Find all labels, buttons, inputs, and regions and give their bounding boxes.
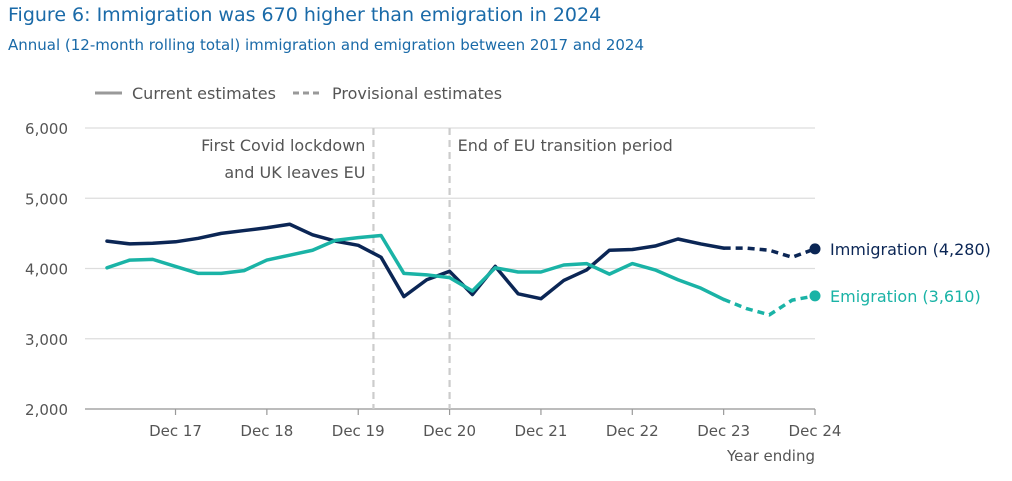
x-axis: Dec 17 Dec 18 Dec 19 Dec 20 Dec 21 Dec 22 Dec … bbox=[85, 408, 842, 465]
series-line-current bbox=[105, 233, 726, 302]
legend-current-estimates: Current estimates bbox=[132, 84, 276, 103]
x-tick-label: Dec 19 bbox=[332, 422, 385, 440]
x-tick-label: Dec 17 bbox=[149, 422, 202, 440]
series-line-provisional bbox=[722, 294, 816, 317]
chart-title: Figure 6: Immigration was 670 higher tha… bbox=[8, 4, 602, 26]
series-end-marker bbox=[809, 290, 821, 302]
series-line-provisional bbox=[723, 246, 816, 260]
end-labels: Immigration (4,280) Emigration (3,610) bbox=[830, 240, 991, 306]
chart-subtitle: Annual (12-month rolling total) immigrat… bbox=[8, 36, 644, 54]
legend: Current estimates Provisional estimates bbox=[95, 84, 502, 103]
y-tick-label: 6,000 bbox=[25, 120, 68, 138]
x-tick-label: Dec 24 bbox=[789, 422, 842, 440]
x-tick-label: Dec 22 bbox=[606, 422, 659, 440]
x-tick-label: Dec 20 bbox=[423, 422, 476, 440]
annotation-text: First Covid lockdown bbox=[201, 136, 365, 155]
series-line-current bbox=[105, 222, 726, 301]
y-tick-label: 3,000 bbox=[25, 331, 68, 349]
legend-provisional-estimates: Provisional estimates bbox=[332, 84, 502, 103]
x-tick-label: Dec 18 bbox=[240, 422, 293, 440]
series-end-label: Immigration (4,280) bbox=[830, 240, 991, 259]
y-tick-label: 4,000 bbox=[25, 261, 68, 279]
x-tick-label: Dec 21 bbox=[514, 422, 567, 440]
y-axis: 2,000 3,000 4,000 5,000 6,000 bbox=[25, 120, 68, 419]
x-tick-label: Dec 23 bbox=[697, 422, 750, 440]
x-axis-title: Year ending bbox=[726, 447, 815, 465]
series-lines bbox=[105, 222, 821, 317]
annotation-text: and UK leaves EU bbox=[224, 163, 365, 182]
y-tick-label: 5,000 bbox=[25, 190, 68, 208]
series-end-marker bbox=[809, 243, 821, 255]
annotations: First Covid lockdown and UK leaves EU End … bbox=[201, 128, 673, 409]
annotation-text: End of EU transition period bbox=[458, 136, 673, 155]
series-end-label: Emigration (3,610) bbox=[830, 287, 981, 306]
y-tick-label: 2,000 bbox=[25, 401, 68, 419]
